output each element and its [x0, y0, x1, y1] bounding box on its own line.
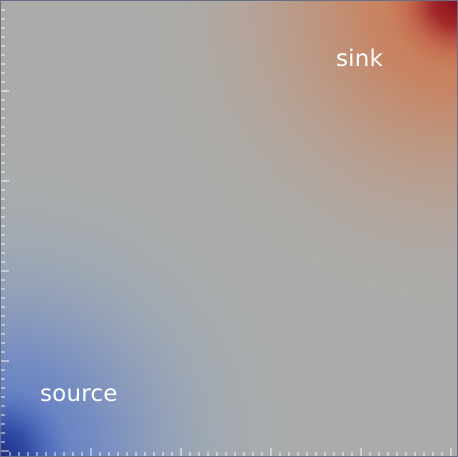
sink-label: sink — [336, 46, 384, 72]
source-label: source — [40, 381, 118, 407]
left-axis-ticks — [1, 9, 9, 452]
bottom-axis-ticks — [9, 448, 452, 456]
